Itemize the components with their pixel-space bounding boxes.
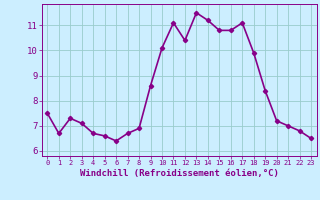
X-axis label: Windchill (Refroidissement éolien,°C): Windchill (Refroidissement éolien,°C) xyxy=(80,169,279,178)
